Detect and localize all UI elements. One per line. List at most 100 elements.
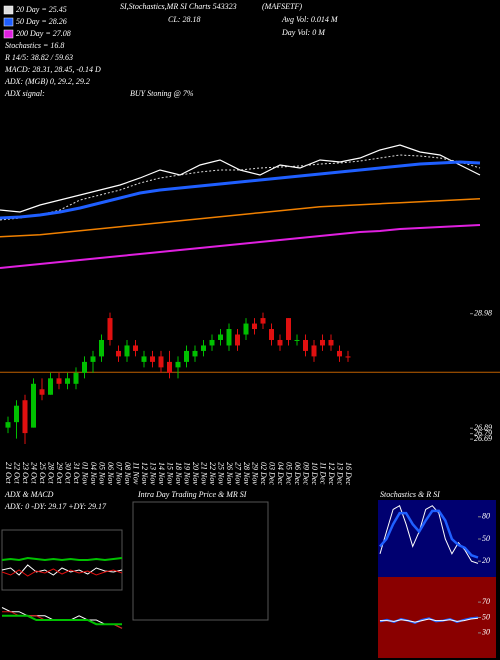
y-tick-label: 20	[482, 556, 490, 565]
candle-body	[48, 378, 53, 395]
candle-body	[192, 350, 198, 357]
x-tick-label: 22 Nov	[208, 462, 217, 485]
series-line	[380, 617, 479, 623]
x-tick-label: 21 Nov	[200, 462, 209, 485]
x-tick-label: 06 Nov	[106, 462, 115, 485]
x-tick-label: 12 Nov	[140, 462, 149, 485]
x-tick-label: 05 Nov	[98, 462, 107, 485]
candle-body	[235, 334, 240, 346]
series-line	[0, 224, 481, 269]
x-tick-label: 11 Dec	[319, 462, 328, 485]
x-tick-label: 19 Nov	[183, 462, 192, 485]
x-tick-label: 29 Nov	[251, 462, 260, 485]
y-tick-label: 30	[481, 628, 490, 637]
x-tick-label: 12 Dec	[327, 462, 336, 485]
candle-body	[311, 345, 317, 357]
x-tick-label: 07 Nov	[115, 462, 124, 485]
candle-body	[39, 389, 45, 395]
candle-body	[133, 345, 138, 351]
annotation: MACD: 28.31, 28.45, -0.14 D	[4, 65, 101, 74]
x-tick-label: 14 Nov	[157, 462, 166, 485]
y-tick-label: 80	[482, 512, 490, 521]
annotation: Avg Vol: 0.014 M	[281, 15, 339, 24]
panel-background	[378, 500, 496, 578]
annotation: Stochastics = 16.8	[5, 41, 64, 50]
x-tick-label: 04 Dec	[276, 462, 285, 485]
series-line	[0, 144, 481, 213]
x-tick-label: 28 Nov	[242, 462, 251, 485]
panel-title: Intra Day Trading Price & MR SI	[137, 490, 247, 499]
candle-body	[99, 339, 104, 357]
candle-body	[218, 334, 223, 340]
candle-body	[175, 361, 181, 368]
panel-frame	[1, 529, 123, 591]
y-tick-label: 50	[482, 612, 490, 621]
x-tick-label: 16 Dec	[344, 462, 353, 485]
candle-body	[260, 318, 266, 324]
candle-body	[22, 400, 28, 434]
x-tick-label: 13 Nov	[149, 462, 158, 485]
candle-body	[73, 372, 79, 384]
candle-body	[337, 350, 342, 357]
candle-body	[328, 339, 334, 346]
x-tick-label: 18 Nov	[174, 462, 183, 485]
candle-body	[141, 356, 147, 362]
x-tick-label: 02 Dec	[259, 462, 268, 485]
candle-body	[31, 383, 36, 428]
y-tick-label: 26.69	[474, 434, 492, 443]
candle-body	[5, 422, 11, 428]
candle-body	[294, 339, 300, 341]
panel-title: ADX & MACD	[4, 490, 54, 499]
series-line	[1, 568, 123, 577]
series-line	[2, 614, 122, 626]
x-tick-label: 10 Dec	[310, 462, 319, 485]
panel-title: CL: 28.18	[168, 15, 200, 24]
legend-swatch	[3, 17, 14, 27]
x-tick-label: 28 Oct	[47, 462, 56, 484]
series-line	[0, 160, 481, 220]
x-tick-label: 20 Nov	[191, 462, 200, 485]
y-tick-label: 70	[482, 597, 490, 606]
y-tick-label: 26.79	[474, 428, 492, 437]
annotation: BUY Stoning @ 7%	[130, 89, 194, 98]
legend-swatch	[3, 29, 14, 39]
candle-body	[167, 361, 172, 373]
x-tick-label: 23 Oct	[21, 462, 30, 484]
candle-body	[90, 356, 96, 362]
candle-body	[82, 361, 87, 373]
candle-body	[116, 350, 121, 357]
legend-label: 50 Day = 28.26	[16, 17, 67, 26]
legend-label: 200 Day = 27.08	[16, 29, 71, 38]
candle-body	[243, 323, 249, 335]
header-left: SI,Stochastics,MR SI Charts 543323	[120, 2, 237, 11]
candle-body	[209, 339, 215, 346]
x-tick-label: 04 Nov	[89, 462, 98, 485]
candle-body	[269, 329, 274, 340]
annotation: ADX: (MGB) 0, 29.2, 29.2	[4, 77, 90, 86]
candle-body	[320, 339, 325, 346]
x-tick-label: 22 Oct	[13, 462, 22, 484]
annotation: ADX signal:	[4, 89, 45, 98]
legend-label: 20 Day = 25.45	[16, 5, 67, 14]
x-tick-label: 06 Dec	[293, 462, 302, 485]
candle-body	[14, 405, 19, 423]
x-tick-label: 31 Oct	[72, 461, 81, 484]
x-tick-label: 13 Dec	[336, 462, 345, 485]
x-tick-label: 27 Nov	[234, 462, 243, 485]
candle-body	[124, 345, 130, 357]
x-tick-label: 25 Oct	[38, 462, 47, 484]
annotation: ADX: 0 -DY: 29.17 +DY: 29.17	[4, 502, 107, 511]
x-tick-label: 15 Nov	[166, 462, 175, 485]
x-tick-label: 01 Nov	[81, 462, 90, 485]
y-tick-label: 26.89	[474, 423, 492, 432]
panel-frame	[132, 501, 269, 621]
candle-body	[201, 345, 206, 351]
annotation: Day Vol: 0 M	[281, 28, 326, 37]
x-tick-label: 21 Oct	[4, 462, 13, 484]
x-tick-label: 08 Nov	[123, 462, 132, 485]
candle-body	[56, 378, 62, 384]
candle-body	[345, 356, 351, 358]
x-tick-label: 05 Dec	[285, 462, 294, 485]
candle-body	[252, 323, 257, 330]
